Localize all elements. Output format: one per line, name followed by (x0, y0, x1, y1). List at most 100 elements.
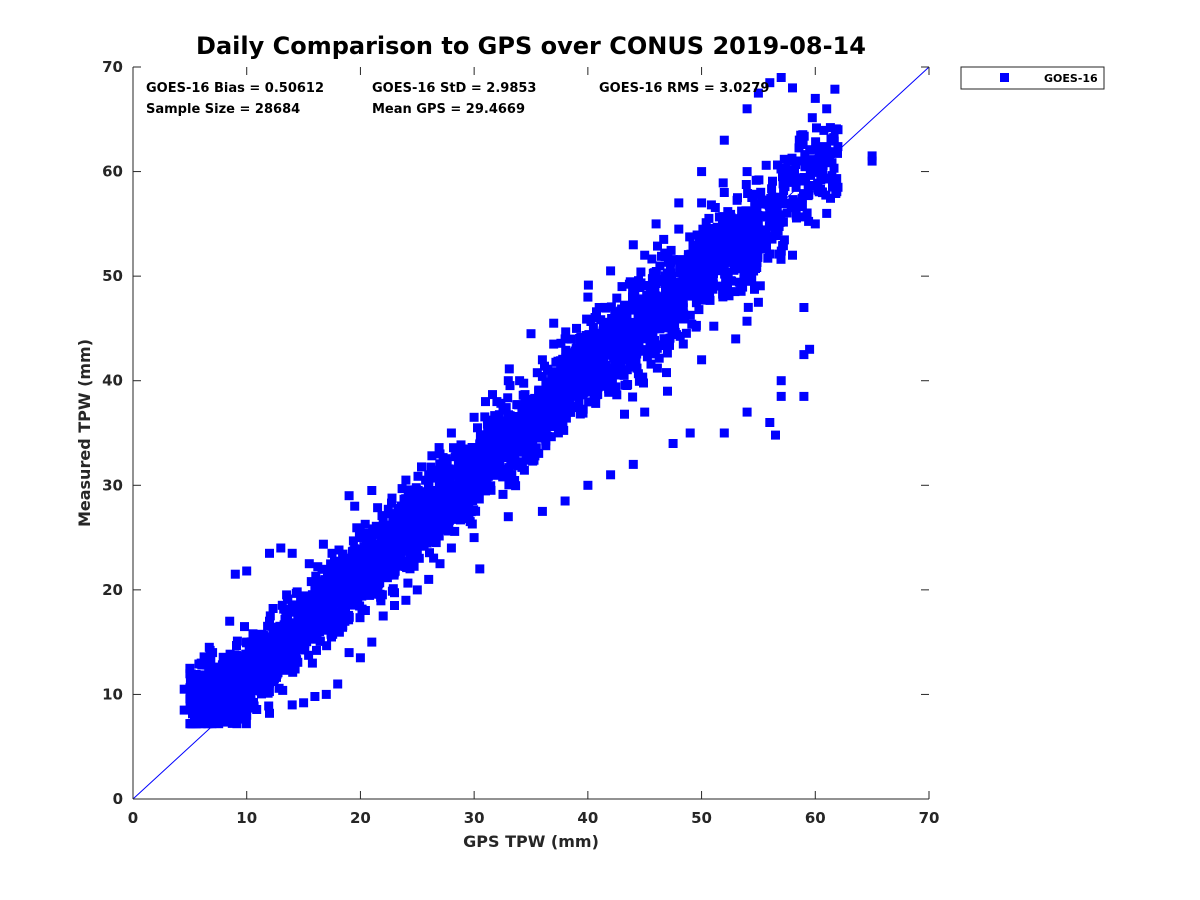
data-point (796, 130, 806, 140)
data-point (179, 705, 189, 715)
data-point (572, 389, 582, 399)
data-point (378, 517, 388, 527)
data-point (315, 636, 325, 646)
data-point (208, 648, 218, 658)
data-point (810, 219, 820, 229)
data-point (637, 315, 646, 325)
data-point (261, 652, 271, 662)
stat-mean-gps: Mean GPS = 29.4669 (372, 102, 525, 117)
data-point (390, 522, 399, 532)
data-point (726, 230, 736, 240)
data-point (318, 539, 328, 549)
data-point (362, 530, 372, 540)
data-point (712, 229, 722, 239)
data-point (530, 431, 540, 441)
data-point (331, 611, 341, 621)
data-point (422, 525, 432, 535)
data-point (609, 364, 619, 374)
data-point (495, 425, 505, 435)
data-point (573, 368, 583, 378)
data-point (561, 327, 571, 337)
data-point (403, 578, 413, 588)
data-point (549, 398, 559, 408)
data-point (745, 249, 755, 259)
data-point (628, 305, 638, 315)
data-point (731, 214, 741, 224)
data-point (343, 592, 353, 602)
data-point (425, 532, 434, 542)
data-point (560, 496, 570, 506)
data-point (317, 590, 327, 600)
data-point (304, 650, 314, 660)
data-point (409, 497, 419, 506)
y-tick-label: 20 (102, 581, 123, 599)
data-point (501, 403, 511, 413)
data-point (204, 690, 214, 700)
data-point (360, 557, 370, 567)
data-point (316, 605, 326, 615)
data-point (619, 306, 629, 316)
data-point (791, 160, 801, 169)
data-point (728, 251, 738, 261)
data-point (620, 300, 629, 310)
data-point (747, 232, 756, 242)
data-point (651, 267, 661, 276)
data-point (338, 622, 348, 632)
data-point (583, 292, 593, 302)
reference-line-group (132, 66, 930, 800)
data-point (628, 292, 637, 302)
data-point (573, 350, 583, 360)
data-point (737, 239, 747, 249)
data-point (357, 533, 367, 543)
data-point (291, 630, 301, 640)
y-tick-label: 30 (102, 476, 123, 494)
data-point (253, 652, 263, 662)
data-point (449, 500, 459, 510)
data-point (244, 683, 254, 693)
data-point (827, 158, 837, 168)
data-point (804, 216, 814, 226)
data-point (759, 199, 769, 209)
data-point (265, 708, 274, 718)
data-point (796, 174, 806, 183)
data-point (511, 481, 521, 491)
data-point (788, 83, 797, 93)
data-point (382, 523, 392, 533)
data-point (829, 163, 839, 173)
data-point (589, 340, 599, 350)
data-point (317, 564, 327, 574)
data-point (235, 711, 245, 721)
data-point (512, 400, 522, 410)
data-point (451, 466, 461, 475)
data-point (773, 197, 783, 207)
data-point (249, 679, 259, 689)
data-point (724, 243, 734, 253)
data-point (469, 533, 479, 543)
data-point (544, 419, 554, 428)
data-point (249, 697, 258, 707)
x-tick-label: 40 (577, 809, 598, 827)
data-point (265, 548, 274, 558)
data-point (604, 387, 614, 397)
data-point (742, 226, 752, 236)
data-point (481, 397, 490, 407)
data-point (767, 184, 777, 194)
data-point (500, 429, 510, 438)
data-point (649, 313, 659, 322)
data-point (808, 157, 818, 167)
data-point (344, 567, 354, 577)
data-point (387, 586, 397, 596)
data-point (505, 381, 515, 391)
data-point (350, 544, 360, 554)
data-point (788, 203, 798, 213)
data-point (800, 150, 810, 160)
data-point (584, 387, 594, 397)
data-point (704, 282, 714, 292)
data-point (802, 208, 812, 218)
data-point (330, 556, 339, 566)
data-point (284, 628, 293, 638)
data-point (387, 498, 396, 508)
data-point (435, 459, 445, 469)
data-point (310, 585, 320, 595)
